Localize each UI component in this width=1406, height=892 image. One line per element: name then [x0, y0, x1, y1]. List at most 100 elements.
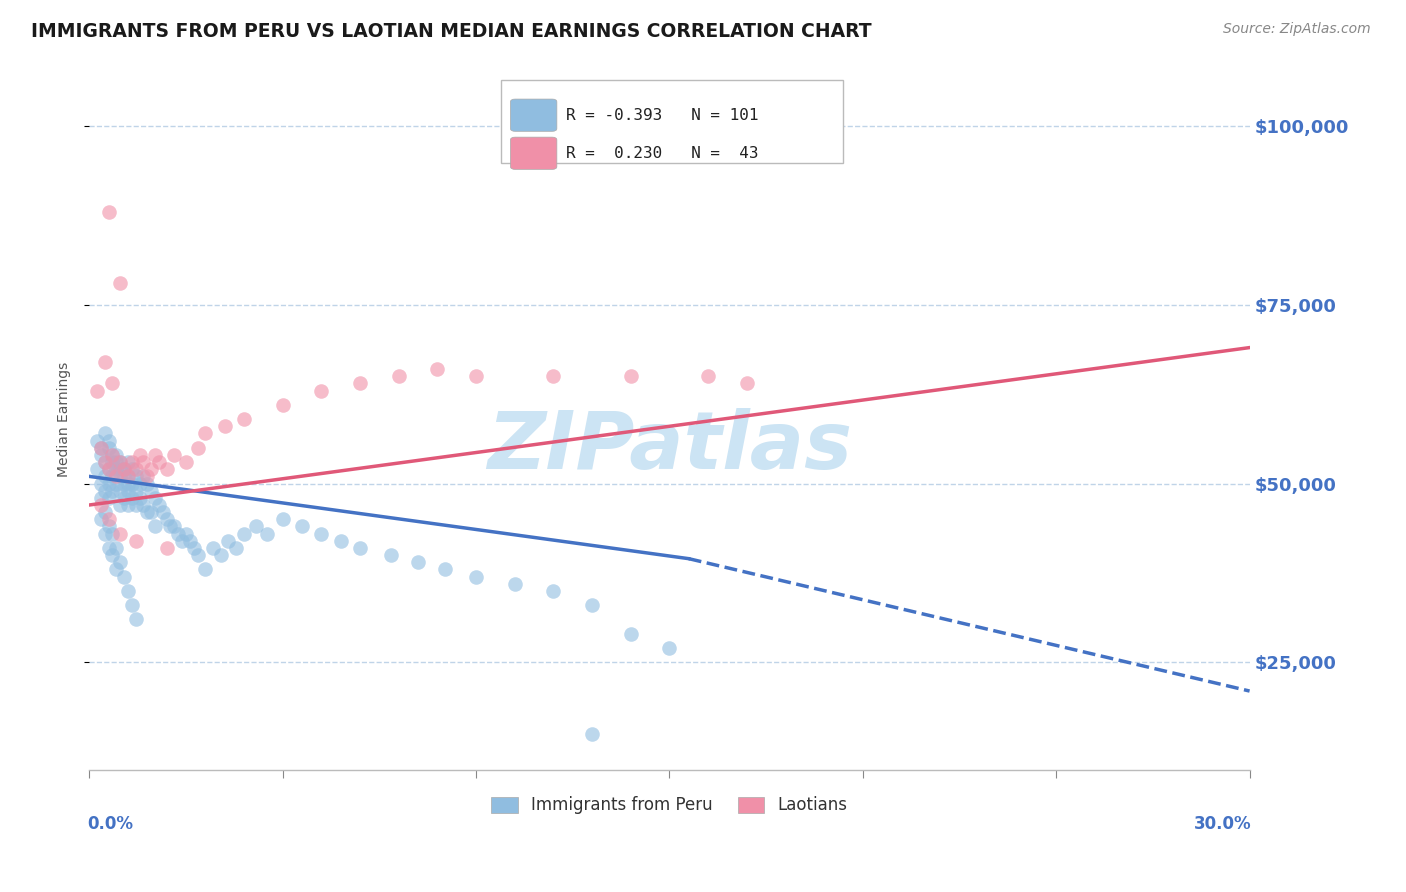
Point — [148, 455, 170, 469]
Point — [105, 448, 128, 462]
Point — [105, 476, 128, 491]
Point — [108, 455, 131, 469]
Point — [121, 476, 143, 491]
Point — [201, 541, 224, 555]
Point — [271, 398, 294, 412]
Point — [97, 476, 120, 491]
Point — [121, 598, 143, 612]
Point — [218, 533, 240, 548]
Point — [233, 526, 256, 541]
Point — [174, 455, 197, 469]
Point — [93, 355, 115, 369]
Text: Source: ZipAtlas.com: Source: ZipAtlas.com — [1223, 22, 1371, 37]
Point — [434, 562, 457, 576]
Point — [112, 462, 135, 476]
Point — [90, 491, 112, 505]
Point — [97, 491, 120, 505]
Point — [101, 469, 124, 483]
Point — [143, 448, 166, 462]
Point — [543, 369, 565, 384]
Point — [90, 476, 112, 491]
Point — [124, 612, 146, 626]
Point — [132, 455, 155, 469]
Point — [291, 519, 314, 533]
Point — [139, 462, 162, 476]
Point — [117, 469, 139, 483]
Point — [271, 512, 294, 526]
Point — [163, 448, 186, 462]
Point — [543, 583, 565, 598]
Point — [311, 526, 333, 541]
Point — [620, 627, 643, 641]
Point — [97, 462, 120, 476]
Point — [349, 541, 371, 555]
Point — [97, 434, 120, 448]
Point — [101, 548, 124, 562]
Point — [108, 455, 131, 469]
Point — [139, 483, 162, 498]
Point — [112, 491, 135, 505]
Point — [93, 469, 115, 483]
Point — [388, 369, 411, 384]
Point — [86, 462, 108, 476]
Point — [581, 727, 603, 741]
Point — [225, 541, 247, 555]
Point — [183, 541, 205, 555]
Point — [112, 462, 135, 476]
Point — [101, 483, 124, 498]
Point — [155, 541, 177, 555]
Point — [86, 434, 108, 448]
Point — [97, 441, 120, 455]
Point — [97, 541, 120, 555]
Point — [117, 498, 139, 512]
Point — [112, 569, 135, 583]
Point — [90, 441, 112, 455]
Point — [108, 469, 131, 483]
Point — [155, 462, 177, 476]
Point — [105, 562, 128, 576]
Point — [143, 491, 166, 505]
Point — [93, 483, 115, 498]
Point — [90, 448, 112, 462]
Point — [117, 455, 139, 469]
FancyBboxPatch shape — [510, 99, 557, 131]
Point — [97, 512, 120, 526]
Point — [426, 362, 449, 376]
Point — [105, 541, 128, 555]
Point — [186, 441, 208, 455]
Point — [93, 505, 115, 519]
Point — [233, 412, 256, 426]
Y-axis label: Median Earnings: Median Earnings — [58, 361, 72, 476]
Point — [329, 533, 352, 548]
Point — [152, 505, 174, 519]
Point — [124, 469, 146, 483]
Text: IMMIGRANTS FROM PERU VS LAOTIAN MEDIAN EARNINGS CORRELATION CHART: IMMIGRANTS FROM PERU VS LAOTIAN MEDIAN E… — [31, 22, 872, 41]
Point — [159, 519, 181, 533]
Point — [167, 526, 190, 541]
Point — [209, 548, 232, 562]
Text: ZIPatlas: ZIPatlas — [486, 409, 852, 486]
Point — [124, 533, 146, 548]
Point — [132, 469, 155, 483]
Point — [105, 469, 128, 483]
Point — [86, 384, 108, 398]
Point — [101, 526, 124, 541]
Point — [112, 476, 135, 491]
Point — [117, 476, 139, 491]
Point — [245, 519, 267, 533]
Point — [90, 441, 112, 455]
Point — [349, 376, 371, 391]
Point — [155, 512, 177, 526]
Point — [406, 555, 429, 569]
Point — [186, 548, 208, 562]
Point — [101, 448, 124, 462]
Point — [93, 426, 115, 441]
Point — [194, 426, 217, 441]
Point — [117, 483, 139, 498]
Point — [112, 469, 135, 483]
Point — [581, 598, 603, 612]
Point — [143, 519, 166, 533]
Point — [139, 505, 162, 519]
Point — [148, 498, 170, 512]
Point — [380, 548, 402, 562]
